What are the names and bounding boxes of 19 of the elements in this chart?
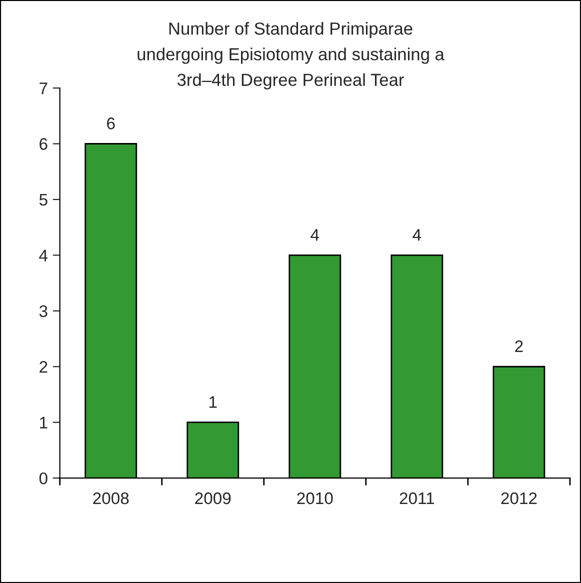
y-tick-label: 1 [40, 416, 48, 428]
y-tick-label: 7 [40, 82, 48, 94]
y-tick-label: 2 [40, 361, 48, 373]
y-tick-label: 3 [39, 305, 48, 318]
y-tick-label: 6 [40, 138, 48, 150]
x-tick-label: 2011 [400, 492, 434, 504]
chart-title: Number of Standard Primiparae undergoing Episiotomy and sustaining a 3rd–4th Degree Perineal Tear [138, 22, 444, 90]
data-label: 2 [515, 340, 523, 352]
y-tick-label: 4 [39, 250, 48, 262]
data-label: 6 [107, 118, 115, 130]
x-tick-label: 2009 [195, 492, 231, 504]
x-tick-label: 2010 [297, 492, 333, 504]
data-label: 1 [210, 396, 217, 408]
data-label: 4 [412, 229, 422, 241]
x-tick-label: 2012 [501, 492, 537, 504]
y-tick-label: 0 [39, 472, 48, 484]
y-tick-label: 5 [39, 194, 48, 206]
x-tick-label: 2008 [93, 492, 129, 504]
data-label: 4 [310, 229, 320, 241]
